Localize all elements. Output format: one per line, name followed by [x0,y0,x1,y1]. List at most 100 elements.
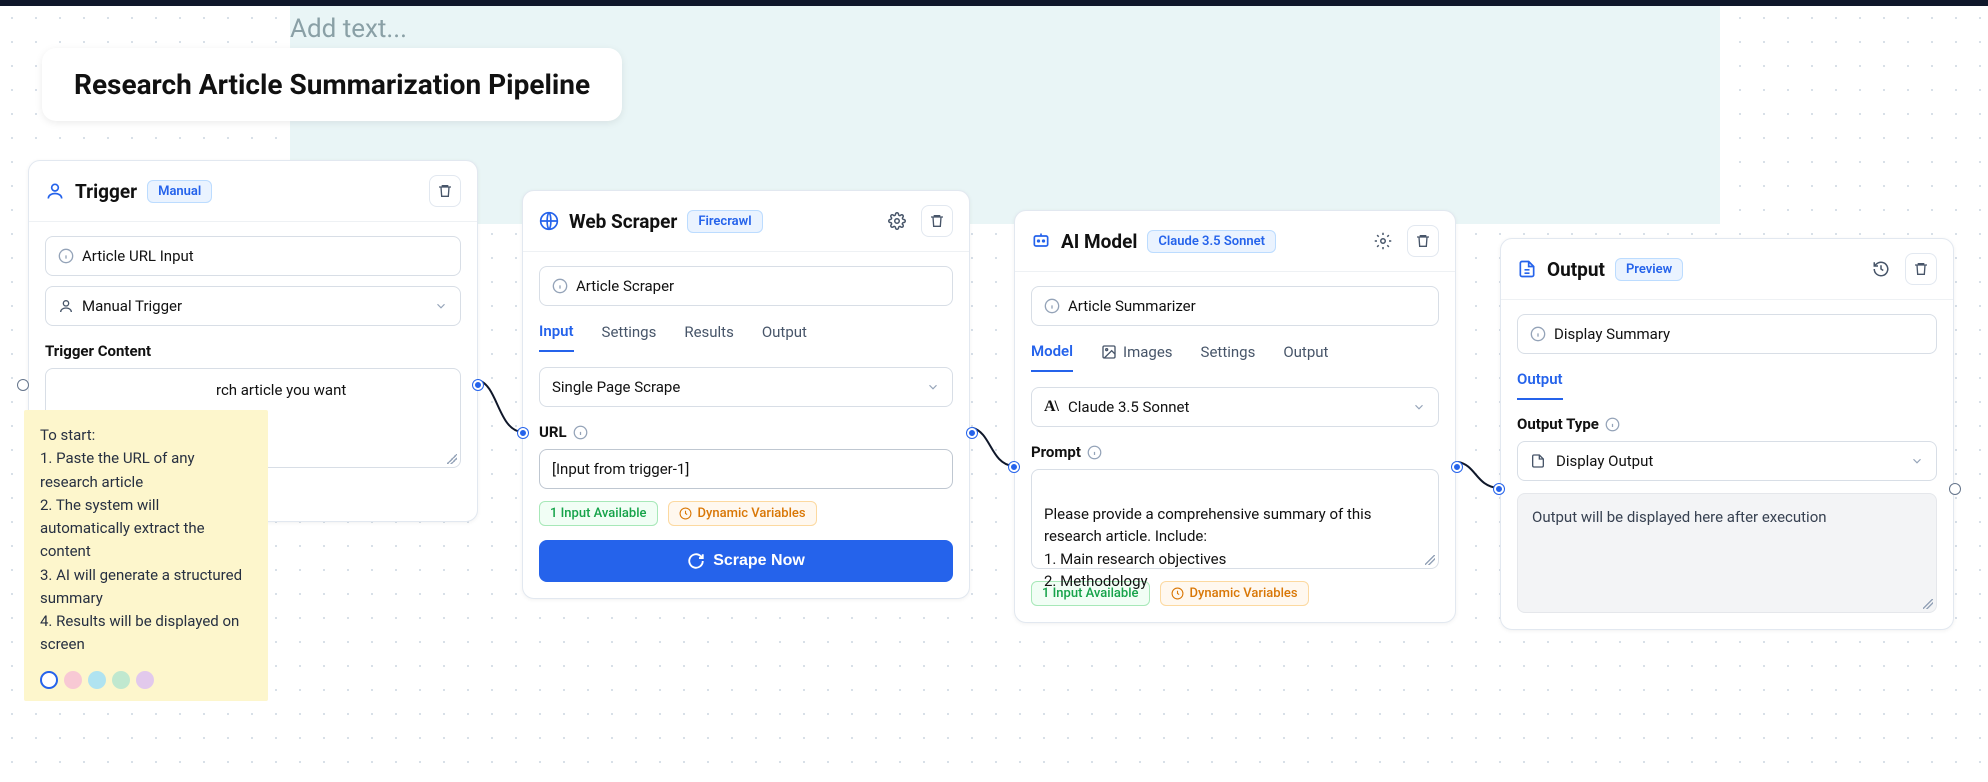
chevron-down-icon [1412,400,1426,414]
node-ai: AI Model Claude 3.5 Sonnet Article Summa… [1014,210,1456,623]
output-placeholder: Output will be displayed here after exec… [1532,508,1827,526]
port-output-in[interactable] [1494,484,1504,494]
url-label: URL [539,423,953,441]
output-type-select[interactable]: Display Output [1517,441,1937,481]
info-icon [1605,417,1620,432]
info-icon [552,278,568,294]
output-title: Output [1547,258,1605,281]
history-button[interactable] [1867,255,1895,283]
info-icon [1530,326,1546,342]
output-type-text: Display Output [1556,452,1653,470]
anthropic-icon: A\ [1044,398,1058,416]
ai-name-field[interactable]: Article Summarizer [1031,286,1439,326]
sticky-color-picker [40,671,252,689]
trigger-badge: Manual [147,180,212,203]
node-output: Output Preview Display Summary Output Ou… [1500,238,1954,630]
tab-input[interactable]: Input [539,322,574,352]
tab-output[interactable]: Output [1283,343,1328,371]
output-name-text: Display Summary [1554,325,1670,343]
delete-button[interactable] [921,205,953,237]
port-trigger-in[interactable] [18,380,28,390]
delete-button[interactable] [429,175,461,207]
pipeline-title: Research Article Summarization Pipeline [74,68,590,101]
node-scraper: Web Scraper Firecrawl Article Scraper In… [522,190,970,599]
clock-icon [679,507,692,520]
color-option[interactable] [88,671,106,689]
scraper-mode-select[interactable]: Single Page Scrape [539,367,953,407]
color-active[interactable] [40,671,58,689]
output-display: Output will be displayed here after exec… [1517,493,1937,613]
output-tabs: Output [1517,370,1937,401]
sticky-note[interactable]: To start: 1. Paste the URL of any resear… [24,410,268,701]
port-trigger-out[interactable] [473,380,483,390]
trash-icon [1415,233,1431,249]
ai-prompt-input[interactable]: Please provide a comprehensive summary o… [1031,469,1439,569]
trigger-name-field[interactable]: Article URL Input [45,236,461,276]
color-option[interactable] [64,671,82,689]
color-option[interactable] [112,671,130,689]
port-scraper-out[interactable] [967,428,977,438]
refresh-icon [687,552,705,570]
tab-output[interactable]: Output [762,323,807,351]
trigger-name-text: Article URL Input [82,247,194,265]
file-icon [1517,259,1537,279]
chevron-down-icon [1910,454,1924,468]
info-icon [573,425,588,440]
image-icon [1101,344,1117,360]
user-icon [45,181,65,201]
tab-images[interactable]: Images [1101,343,1173,371]
scraper-tabs: Input Settings Results Output [539,322,953,353]
tab-output[interactable]: Output [1517,370,1563,400]
gear-icon [888,212,906,230]
delete-button[interactable] [1905,253,1937,285]
port-ai-out[interactable] [1452,462,1462,472]
settings-button[interactable] [883,207,911,235]
clock-icon [1171,587,1184,600]
output-name-field[interactable]: Display Summary [1517,314,1937,354]
dynamic-variables-pill[interactable]: Dynamic Variables [668,501,817,526]
ai-title: AI Model [1061,230,1137,253]
tab-settings[interactable]: Settings [1201,343,1256,371]
scraper-url-input[interactable]: [Input from trigger-1] [539,449,953,489]
ai-tabs: Model Images Settings Output [1031,342,1439,373]
output-badge: Preview [1615,258,1683,281]
tab-results[interactable]: Results [684,323,734,351]
chevron-down-icon [926,380,940,394]
trigger-type-text: Manual Trigger [82,297,182,315]
ai-name-text: Article Summarizer [1068,297,1196,315]
tab-model[interactable]: Model [1031,342,1073,372]
user-icon [58,298,74,314]
gear-icon [1374,232,1392,250]
input-available-pill[interactable]: 1 Input Available [539,501,658,526]
canvas-placeholder[interactable]: Add text... [290,14,407,44]
ai-badge: Claude 3.5 Sonnet [1147,230,1276,253]
port-output-out[interactable] [1950,484,1960,494]
trash-icon [437,183,453,199]
scraper-name-field[interactable]: Article Scraper [539,266,953,306]
info-icon [58,248,74,264]
trigger-type-select[interactable]: Manual Trigger [45,286,461,326]
sticky-text: To start: 1. Paste the URL of any resear… [40,424,252,657]
file-icon [1530,453,1546,469]
scrape-now-button[interactable]: Scrape Now [539,540,953,582]
delete-button[interactable] [1407,225,1439,257]
info-icon [1087,445,1102,460]
scraper-mode-text: Single Page Scrape [552,378,680,396]
port-scraper-in[interactable] [518,428,528,438]
scraper-badge: Firecrawl [687,210,762,233]
pipeline-title-card: Research Article Summarization Pipeline [42,48,622,121]
trash-icon [929,213,945,229]
clock-history-icon [1872,260,1890,278]
ai-model-select[interactable]: A\ Claude 3.5 Sonnet [1031,387,1439,427]
settings-button[interactable] [1369,227,1397,255]
ai-prompt-text: Please provide a comprehensive summary o… [1044,505,1372,591]
port-ai-in[interactable] [1009,462,1019,472]
scraper-url-text: [Input from trigger-1] [552,460,689,478]
info-icon [1044,298,1060,314]
trigger-content-visible: rch article you want [216,381,346,399]
color-option[interactable] [136,671,154,689]
trigger-title: Trigger [75,180,137,203]
dynamic-variables-pill[interactable]: Dynamic Variables [1160,581,1309,606]
chevron-down-icon [434,299,448,313]
tab-settings[interactable]: Settings [602,323,657,351]
